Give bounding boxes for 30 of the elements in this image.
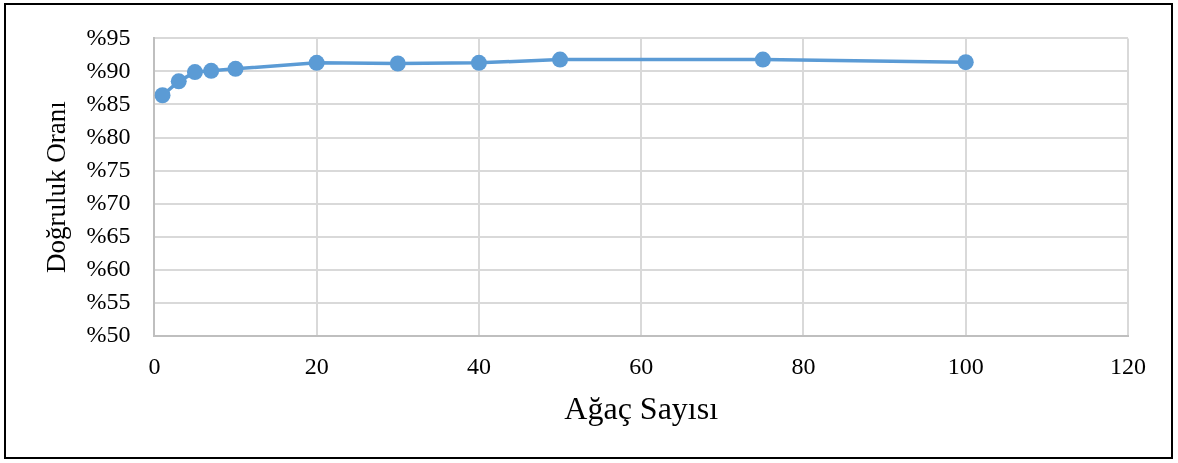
y-tick-label: %85 bbox=[86, 89, 131, 116]
x-tick-label: 20 bbox=[304, 353, 329, 380]
y-tick-label: %65 bbox=[86, 221, 131, 248]
x-tick-label: 120 bbox=[1110, 353, 1146, 380]
x-tick-label: 40 bbox=[466, 353, 491, 380]
point bbox=[470, 54, 487, 71]
x-tick-label: 60 bbox=[629, 353, 654, 380]
point bbox=[754, 51, 771, 68]
x-axis-title: Ağaç Sayısı bbox=[564, 390, 719, 427]
y-tick-label: %50 bbox=[86, 321, 131, 348]
y-tick-label: %60 bbox=[86, 255, 131, 282]
y-tick-label: %95 bbox=[86, 23, 131, 50]
y-axis-title: Doğruluk Oranı bbox=[41, 101, 72, 273]
point bbox=[186, 64, 203, 81]
point bbox=[227, 60, 244, 77]
point bbox=[552, 51, 569, 68]
y-tick-label: %55 bbox=[86, 288, 131, 315]
x-tick-label: 80 bbox=[791, 353, 816, 380]
point bbox=[957, 54, 974, 71]
point bbox=[389, 55, 406, 72]
y-tick-label: %80 bbox=[86, 122, 131, 149]
point bbox=[170, 73, 187, 90]
point bbox=[203, 62, 220, 79]
y-tick-label: %75 bbox=[86, 155, 131, 182]
point bbox=[308, 54, 325, 71]
y-tick-label: %90 bbox=[86, 56, 131, 83]
x-tick-label: 0 bbox=[148, 353, 161, 380]
x-tick-label: 100 bbox=[947, 353, 984, 380]
y-tick-label: %70 bbox=[86, 188, 131, 215]
point bbox=[154, 87, 171, 104]
